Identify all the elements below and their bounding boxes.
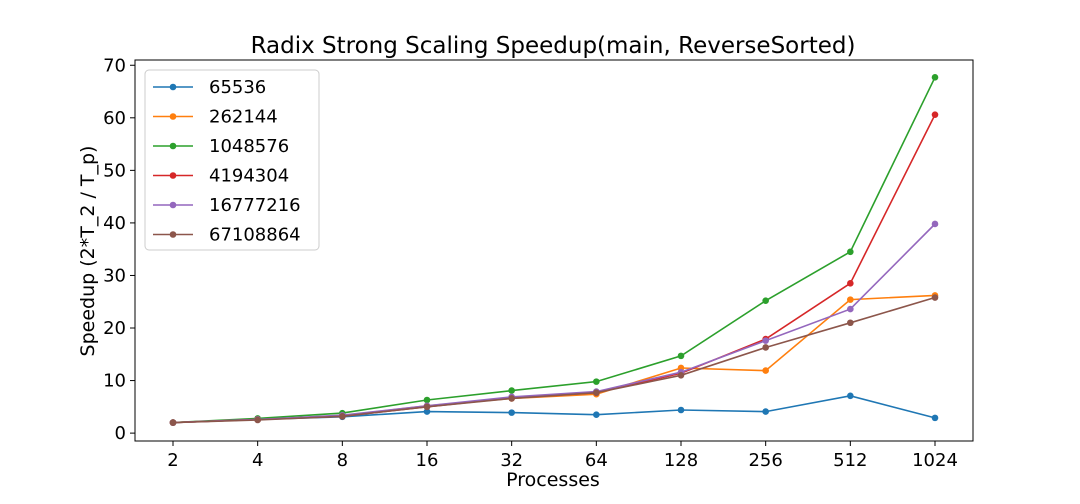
- x-axis: 2 4 8 16 32 64 128 256 512 1024: [167, 441, 958, 471]
- chart-title: Radix Strong Scaling Speedup(main, Rever…: [251, 33, 856, 59]
- legend-item: 65536: [153, 77, 266, 98]
- y-tick-label: 20: [103, 318, 126, 339]
- data-point: [931, 220, 939, 228]
- legend-item: 1048576: [153, 136, 289, 157]
- series-line: [172, 76, 936, 424]
- x-tick-label: 32: [500, 450, 523, 471]
- series-line: [172, 296, 936, 424]
- data-point: [423, 408, 431, 415]
- data-point: [931, 294, 939, 301]
- y-tick-label: 60: [103, 108, 126, 129]
- series-262144: [169, 292, 939, 426]
- series-67108864: [169, 294, 939, 426]
- series-65536: [169, 392, 939, 426]
- data-point: [169, 419, 177, 426]
- x-tick-label: 2: [167, 450, 178, 471]
- legend-label: 4194304: [209, 166, 289, 187]
- data-point: [593, 378, 600, 385]
- legend-swatch-marker: [169, 142, 177, 150]
- data-point: [762, 344, 769, 351]
- data-point: [677, 406, 685, 414]
- x-tick-label: 256: [748, 450, 782, 471]
- data-point: [339, 413, 346, 420]
- series-layer: [169, 74, 939, 426]
- y-tick-label: 40: [103, 213, 126, 234]
- data-point: [593, 411, 600, 419]
- legend-label: 67108864: [209, 225, 301, 246]
- series-line: [172, 223, 936, 424]
- y-tick-label: 0: [115, 423, 126, 444]
- x-tick-label: 128: [664, 450, 698, 471]
- x-tick-label: 4: [252, 450, 263, 471]
- legend-label: 262144: [209, 107, 278, 128]
- y-tick-label: 70: [103, 55, 126, 76]
- data-point: [762, 408, 769, 415]
- x-axis-label: Processes: [506, 469, 600, 491]
- y-axis: 0 10 20 30 40 50 60 70: [103, 55, 135, 444]
- legend-swatch-marker: [169, 83, 177, 91]
- legend-swatch-marker: [169, 172, 177, 179]
- legend-label: 16777216: [209, 195, 301, 216]
- y-tick-label: 50: [103, 160, 126, 181]
- data-point: [762, 297, 769, 304]
- plot-area: [134, 59, 974, 442]
- data-point: [677, 352, 685, 360]
- y-tick-label: 30: [103, 265, 126, 286]
- data-point: [931, 414, 939, 422]
- legend-label: 1048576: [209, 136, 289, 157]
- data-point: [677, 372, 685, 379]
- legend-item: 262144: [153, 107, 278, 128]
- data-point: [508, 395, 515, 402]
- data-point: [508, 387, 515, 394]
- legend-swatch-marker: [169, 231, 177, 238]
- legend-swatch-marker: [169, 113, 177, 120]
- x-tick-label: 512: [833, 450, 867, 471]
- legend: 65536 262144 1048576 4194304 16777216 6710886…: [144, 69, 320, 251]
- data-point: [508, 409, 515, 416]
- data-point: [847, 280, 854, 287]
- data-point: [847, 248, 854, 256]
- x-tick-label: 1024: [912, 450, 958, 471]
- y-axis-label: Speedup (2*T_2 / T_p): [77, 146, 99, 357]
- data-point: [423, 403, 431, 411]
- x-tick-label: 64: [585, 450, 608, 471]
- data-point: [931, 111, 939, 118]
- legend-item: 4194304: [153, 166, 289, 187]
- series-line: [172, 294, 936, 424]
- legend-item: 67108864: [153, 225, 301, 246]
- data-point: [847, 319, 854, 327]
- data-point: [847, 296, 854, 303]
- x-tick-label: 16: [416, 450, 439, 471]
- data-point: [847, 305, 854, 313]
- data-point: [762, 337, 769, 344]
- data-point: [254, 416, 261, 424]
- x-tick-label: 8: [337, 450, 348, 471]
- plot-frame: [134, 59, 974, 442]
- legend-label: 65536: [209, 77, 266, 98]
- data-point: [423, 396, 431, 404]
- data-point: [847, 392, 854, 400]
- data-point: [762, 367, 769, 374]
- data-point: [931, 74, 939, 81]
- legend-item: 16777216: [153, 195, 301, 216]
- y-tick-label: 10: [103, 371, 126, 392]
- legend-swatch-marker: [169, 201, 177, 209]
- data-point: [593, 389, 600, 396]
